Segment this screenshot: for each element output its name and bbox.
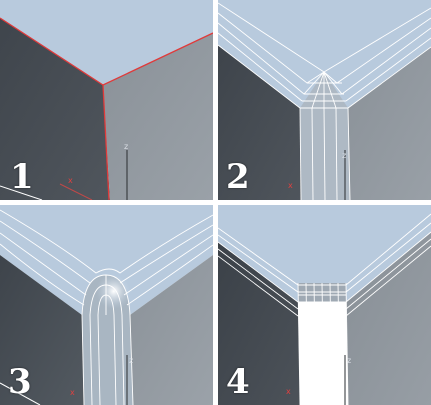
z-axis-label: z	[129, 356, 133, 365]
viewport-panel-3[interactable]: z x 3	[0, 205, 213, 405]
panel-number-2: 2	[226, 157, 250, 197]
edge-loops	[218, 213, 431, 405]
left-face	[218, 45, 301, 200]
right-face	[348, 47, 431, 200]
right-face	[130, 255, 213, 405]
top-face	[218, 0, 431, 108]
x-axis-label: x	[288, 181, 293, 190]
panel-number-1: 1	[10, 157, 34, 197]
selected-edge-vertical	[102, 84, 110, 200]
panel-3-scene: z x	[0, 205, 213, 405]
top-face	[0, 0, 213, 85]
x-axis	[59, 183, 93, 200]
top-face	[0, 205, 213, 315]
viewport-panel-2[interactable]: z x 2	[218, 0, 431, 200]
z-axis-label: z	[124, 142, 128, 151]
panel-number-4: 4	[226, 362, 250, 402]
left-face	[218, 242, 300, 405]
panel-1-scene: z x	[0, 0, 213, 200]
panel-2-scene: z x	[218, 0, 431, 200]
specular-highlight	[94, 275, 130, 311]
x-axis-label: x	[286, 387, 291, 396]
left-face	[0, 18, 110, 200]
grid-line	[0, 382, 41, 405]
edge-loops	[0, 209, 213, 405]
z-axis-label: z	[342, 151, 346, 160]
left-face	[0, 255, 84, 405]
panel-number-3: 3	[8, 362, 32, 402]
right-face	[103, 33, 213, 200]
grid-line	[0, 185, 43, 200]
viewport-panel-1[interactable]: z x 1	[0, 0, 213, 200]
edge-loops	[218, 2, 431, 200]
top-face	[218, 205, 431, 302]
viewport-panel-4[interactable]: z x 4	[218, 205, 431, 405]
x-axis-label: x	[68, 176, 73, 185]
right-face	[346, 232, 431, 405]
z-axis-label: z	[347, 356, 351, 365]
panel-4-scene: z x	[218, 205, 431, 405]
x-axis-label: x	[70, 388, 75, 397]
